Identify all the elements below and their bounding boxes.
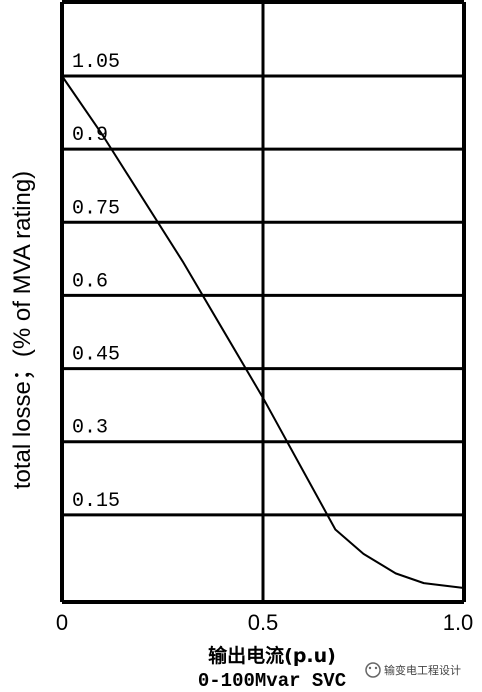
y-axis-title: total losse；(% of MVA rating) — [9, 171, 36, 489]
x-axis-title: 输出电流(p.u) — [208, 644, 336, 667]
y-tick-label: 0.15 — [72, 490, 120, 513]
chart-caption: 0-100Mvar SVC — [198, 670, 346, 692]
grid — [62, 2, 464, 602]
x-tick-labels: 0 0.5 1.0 — [56, 610, 473, 635]
series-line — [61, 75, 465, 589]
y-tick-label: 0.6 — [72, 270, 108, 293]
x-tick-label: 0 — [56, 610, 68, 635]
y-tick-label: 0.3 — [72, 417, 108, 440]
y-tick-labels: 1.05 0.9 0.75 0.6 0.45 0.3 0.15 — [72, 51, 120, 513]
plot-frame — [60, 0, 466, 604]
x-tick-label: 0.5 — [248, 610, 279, 635]
y-tick-label: 1.05 — [72, 51, 120, 74]
x-tick-label: 1.0 — [443, 610, 474, 635]
watermark-text: 输变电工程设计 — [384, 663, 461, 677]
watermark: 输变电工程设计 — [365, 662, 461, 678]
y-tick-label: 0.9 — [72, 124, 108, 147]
wechat-icon — [365, 662, 381, 678]
series-group — [61, 75, 465, 589]
y-tick-label: 0.45 — [72, 344, 120, 367]
y-tick-label: 0.75 — [72, 197, 120, 220]
